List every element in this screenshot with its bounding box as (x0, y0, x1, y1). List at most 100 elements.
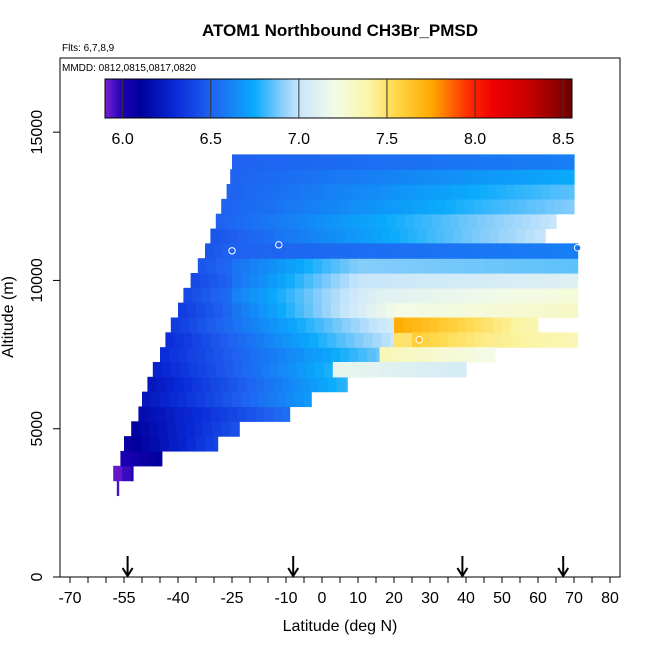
flight-marker-arrowhead (557, 567, 570, 578)
heatmap-cell (502, 287, 512, 304)
heatmap-cell (282, 406, 291, 422)
heatmap-cell (471, 228, 481, 244)
heatmap-cell (257, 198, 267, 215)
heatmap-cell (140, 421, 150, 437)
heatmap-cell (250, 287, 260, 304)
heatmap-cell (367, 258, 377, 274)
heatmap-cell (385, 287, 395, 304)
heatmap-cell (529, 302, 539, 319)
heatmap-cell (448, 317, 458, 333)
heatmap-cell (350, 361, 361, 378)
heatmap-cell (415, 184, 426, 200)
heatmap-cell (302, 169, 312, 185)
heatmap-cell (318, 332, 328, 348)
heatmap-cell (165, 406, 175, 422)
heatmap-cell (529, 287, 539, 304)
heatmap-cell (327, 228, 337, 244)
flight-markers (121, 556, 570, 578)
heatmap-cell (268, 258, 278, 274)
heatmap-cell (255, 376, 265, 393)
sample-points (228, 241, 582, 344)
heatmap-cell (478, 347, 489, 363)
heatmap-cell (237, 228, 247, 244)
heatmap-cell (412, 273, 422, 289)
heatmap-cell (498, 228, 508, 244)
x-tick-label: 70 (565, 590, 583, 607)
heatmap-cell (331, 273, 341, 289)
heatmap-cell (491, 198, 501, 215)
heatmap-cell (448, 154, 458, 170)
heatmap-cell (556, 154, 566, 170)
heatmap-cell (485, 213, 496, 230)
heatmap-cell (538, 273, 548, 289)
heatmap-cell (475, 287, 485, 304)
heatmap-cell (228, 332, 238, 348)
heatmap-cell (215, 213, 226, 230)
heatmap-cell (466, 273, 476, 289)
heatmap-cell (340, 258, 350, 274)
heatmap-cell (185, 421, 195, 437)
heatmap-cell (547, 258, 557, 274)
heatmap-cell (286, 287, 296, 304)
heatmap-cell (484, 243, 494, 259)
heatmap-cell (332, 317, 343, 333)
heatmap-cell (565, 154, 575, 170)
heatmap-cell (509, 198, 519, 215)
heatmap-cell (331, 154, 341, 170)
heatmap-cell (187, 347, 197, 363)
heatmap-cell (428, 198, 438, 215)
sample-point (228, 247, 236, 255)
sample-point (275, 241, 283, 249)
heatmap-cell (446, 198, 456, 215)
heatmap-cell (428, 169, 438, 185)
heatmap-cell (226, 184, 237, 200)
heatmap-cell (219, 406, 229, 422)
heatmap-cell (331, 302, 341, 319)
heatmap-cell (241, 347, 251, 363)
heatmap-cell (376, 258, 386, 274)
heatmap-cell (259, 154, 269, 170)
heatmap-cell (484, 273, 494, 289)
heatmap-cell (214, 347, 224, 363)
heatmap-cell (331, 243, 341, 259)
heatmap-cell (449, 213, 460, 230)
x-axis-label: Latitude (deg N) (283, 618, 398, 635)
heatmap-cell (538, 154, 548, 170)
heatmap-cell (367, 302, 377, 319)
heatmap-cell (183, 406, 193, 422)
heatmap-cell (273, 228, 283, 244)
heatmap-cell (520, 154, 530, 170)
heatmap-cell (304, 243, 314, 259)
heatmap-cell (394, 273, 404, 289)
heatmap-cell (431, 213, 442, 230)
heatmap-cell (538, 287, 548, 304)
heatmap-cell (269, 213, 280, 230)
heatmap-cell (224, 361, 235, 378)
heatmap-cell (444, 228, 454, 244)
heatmap-cells (113, 154, 579, 497)
heatmap-cell (313, 347, 323, 363)
heatmap-cell (201, 376, 211, 393)
heatmap-cell (538, 332, 548, 348)
heatmap-cell (538, 302, 548, 319)
heatmap-cell (178, 391, 188, 408)
heatmap-cell (178, 302, 188, 319)
heatmap-cell (379, 184, 390, 200)
heatmap-cell (439, 332, 449, 348)
heatmap-cell (329, 198, 339, 215)
heatmap-cell (323, 213, 334, 230)
heatmap-cell (183, 287, 193, 304)
heatmap-cell (278, 317, 289, 333)
heatmap-cell (556, 287, 566, 304)
heatmap-cell (421, 287, 431, 304)
heatmap-cell (484, 154, 494, 170)
heatmap-cell (151, 436, 161, 452)
heatmap-cell (404, 361, 415, 378)
heatmap-cell (421, 154, 431, 170)
heatmap-cell (358, 243, 368, 259)
heatmap-cell (534, 228, 544, 244)
heatmap-cell (433, 347, 444, 363)
heatmap-cell (268, 302, 278, 319)
heatmap-cell (232, 154, 242, 170)
colorbar-tick-label: 6.5 (200, 131, 222, 148)
